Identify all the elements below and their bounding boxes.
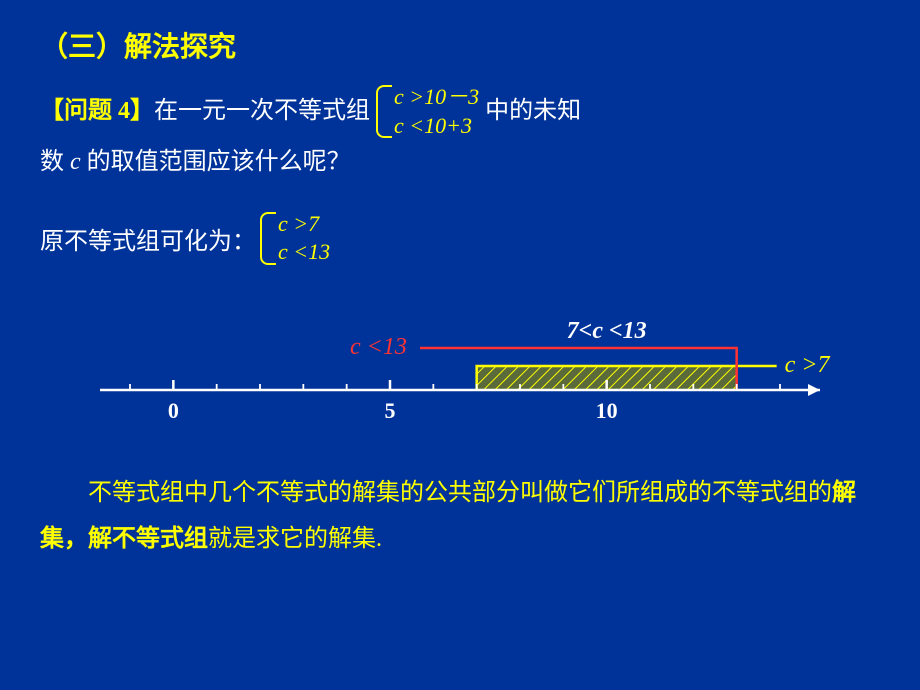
svg-text:c >7: c >7 <box>785 352 831 378</box>
problem-variable: c <box>70 149 81 175</box>
svg-text:c <13: c <13 <box>350 334 407 360</box>
problem-4: 【问题 4】在一元一次不等式组 c >10－3 c <10+3 中的未知 数 c… <box>40 83 880 186</box>
problem-line2-prefix: 数 <box>40 149 70 175</box>
svg-text:10: 10 <box>596 398 618 423</box>
ineq-simplified-2: c <13 <box>278 238 330 267</box>
simplified-label: 原不等式组可化为： <box>40 221 256 256</box>
system-brace-original: c >10－3 c <10+3 <box>376 83 479 140</box>
svg-text:5: 5 <box>385 398 396 423</box>
ineq-original-2: c <10+3 <box>394 112 479 141</box>
problem-text-left: 在一元一次不等式组 <box>154 98 370 124</box>
ineq-original-1: c >10－3 <box>394 83 479 112</box>
problem-tag: 【问题 4】 <box>40 98 154 124</box>
conclusion-c: 就是求它的解集. <box>208 526 382 552</box>
simplified-row: 原不等式组可化为： c >7 c <13 <box>40 210 880 267</box>
ineq-simplified-1: c >7 <box>278 210 330 239</box>
section-title: （三）解法探究 <box>40 25 880 65</box>
system-brace-simplified: c >7 c <13 <box>260 210 330 267</box>
svg-text:0: 0 <box>168 398 179 423</box>
problem-text-right: 中的未知 <box>485 89 581 135</box>
number-line-svg: c >7 c <13 7<c <13 0 5 10 <box>80 295 840 445</box>
conclusion-a: 不等式组中几个不等式的解集的公共部分叫做它们所组成的不等式组的 <box>88 480 832 506</box>
conclusion-text: 不等式组中几个不等式的解集的公共部分叫做它们所组成的不等式组的解集，解不等式组就… <box>40 471 880 562</box>
problem-line2-suffix: 的取值范围应该什么呢？ <box>81 149 351 175</box>
svg-text:7<c <13: 7<c <13 <box>567 318 647 344</box>
number-line-diagram: c >7 c <13 7<c <13 0 5 10 <box>80 295 840 445</box>
